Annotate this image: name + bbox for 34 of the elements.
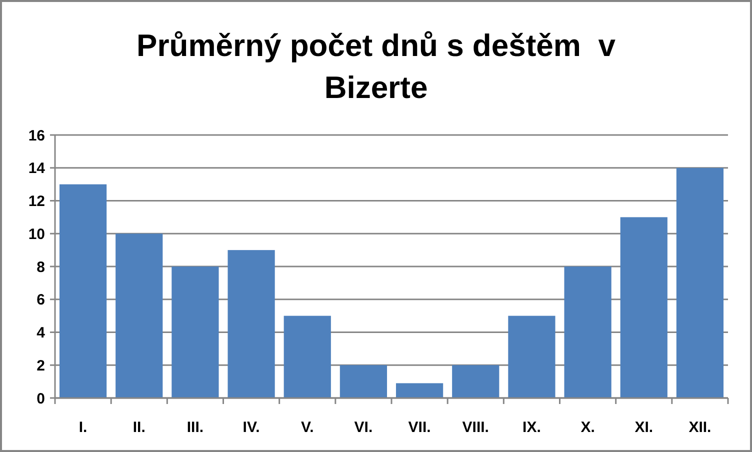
bar (508, 316, 556, 398)
bar (620, 217, 668, 398)
bar (564, 266, 612, 398)
x-tick-label: VI. (354, 419, 373, 436)
bar (452, 365, 500, 398)
bar (228, 250, 275, 398)
bar (676, 168, 724, 398)
y-tick-label: 2 (36, 357, 45, 374)
y-tick-label: 12 (28, 193, 45, 210)
bar (172, 266, 219, 398)
x-tick-label: XII. (688, 419, 712, 436)
bar (340, 365, 388, 398)
y-tick-label: 0 (36, 390, 45, 408)
bar (396, 383, 444, 398)
y-tick-label: 10 (28, 226, 45, 243)
bar (59, 184, 107, 398)
x-tick-label: XI. (634, 419, 654, 436)
x-tick-label: IV. (242, 419, 260, 436)
x-tick-label: IX. (522, 419, 541, 436)
bar (284, 316, 331, 398)
x-tick-label: II. (132, 419, 146, 436)
bar (116, 234, 163, 398)
x-tick-label: VIII. (462, 419, 489, 436)
y-tick-label: 4 (36, 324, 46, 342)
y-tick-label: 8 (36, 258, 45, 276)
x-tick-label: VII. (408, 419, 431, 436)
chart-title: Průměrný počet dnů s deštěm v Bizerte (136, 28, 616, 105)
x-tick-label: V. (300, 419, 314, 436)
x-tick-label: I. (78, 419, 88, 436)
y-tick-label: 16 (28, 127, 45, 144)
x-tick-label: III. (186, 419, 204, 436)
y-tick-label: 14 (28, 160, 46, 178)
y-tick-label: 6 (36, 292, 45, 309)
x-tick-label: X. (580, 419, 595, 436)
